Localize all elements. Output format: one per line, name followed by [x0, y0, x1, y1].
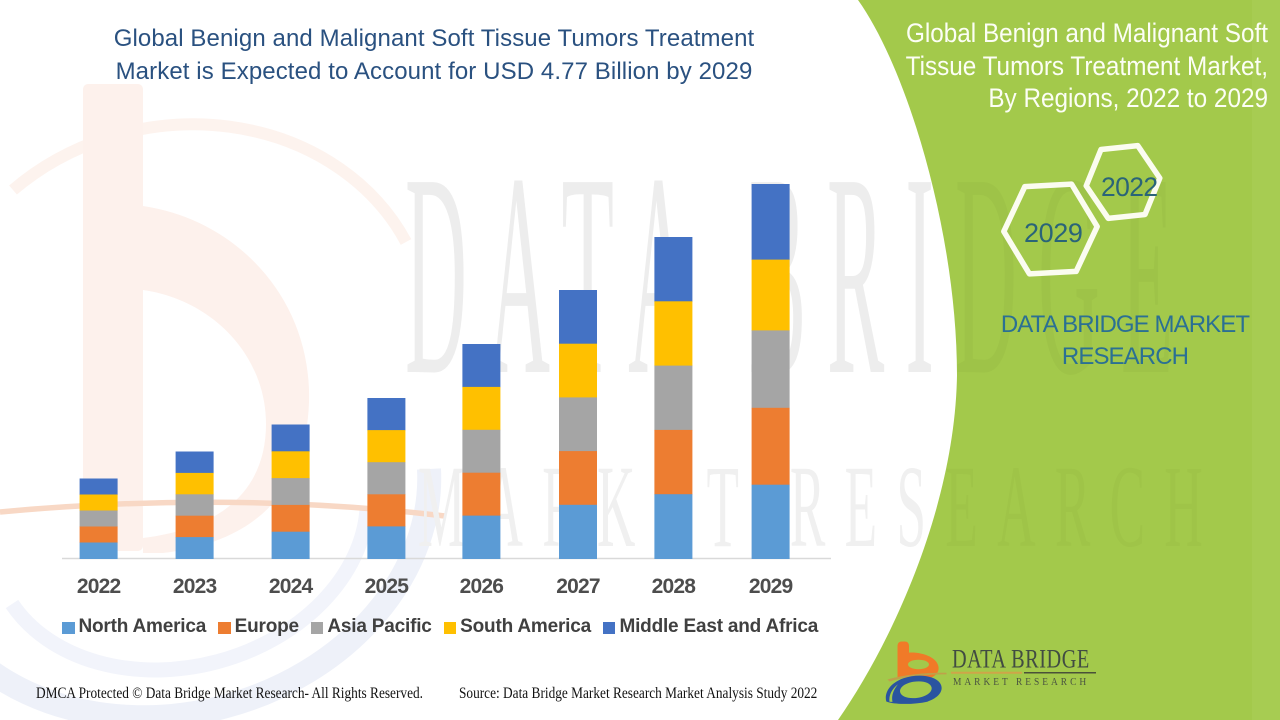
svg-text:MARKET RESEARCH: MARKET RESEARCH [953, 677, 1091, 689]
svg-text:DATA BRIDGE: DATA BRIDGE [952, 645, 1091, 674]
